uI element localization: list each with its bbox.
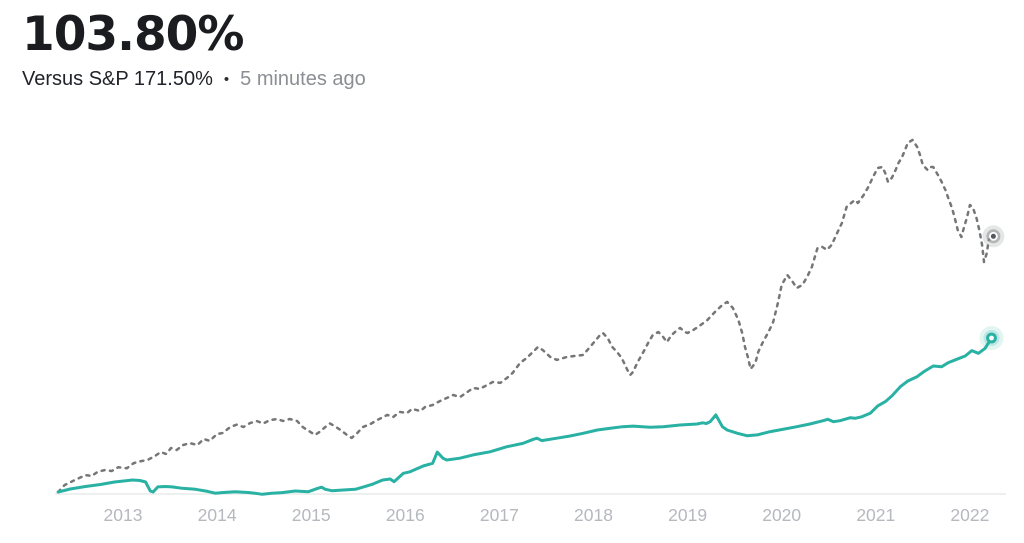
x-axis-label-2013: 2013 [104,505,143,525]
x-axis-label-2017: 2017 [480,505,519,525]
performance-subtitle: Versus S&P 171.50% • 5 minutes ago [22,68,366,91]
x-axis-label-2020: 2020 [762,505,801,525]
x-axis-label-2022: 2022 [950,505,989,525]
portfolio-return-headline: 103.80% [22,7,244,62]
separator-dot-icon: • [223,71,230,89]
sp500-endpoint-marker [982,225,1005,248]
x-axis-label-2019: 2019 [668,505,707,525]
portfolio-line [56,336,993,496]
x-axis-label-2015: 2015 [292,505,331,525]
x-axis-label-2016: 2016 [386,505,425,525]
sp500-dashed-line [56,138,995,494]
x-axis-label-2018: 2018 [574,505,613,525]
portfolio-endpoint-marker [979,326,1004,350]
x-axis-label-2021: 2021 [856,505,895,525]
x-axis-label-2014: 2014 [198,505,237,525]
versus-sp-label: Versus S&P 171.50% [22,68,213,91]
page-header: 103.80% Versus S&P 171.50% • 5 minutes a… [22,10,366,91]
last-updated-label: 5 minutes ago [240,68,366,91]
